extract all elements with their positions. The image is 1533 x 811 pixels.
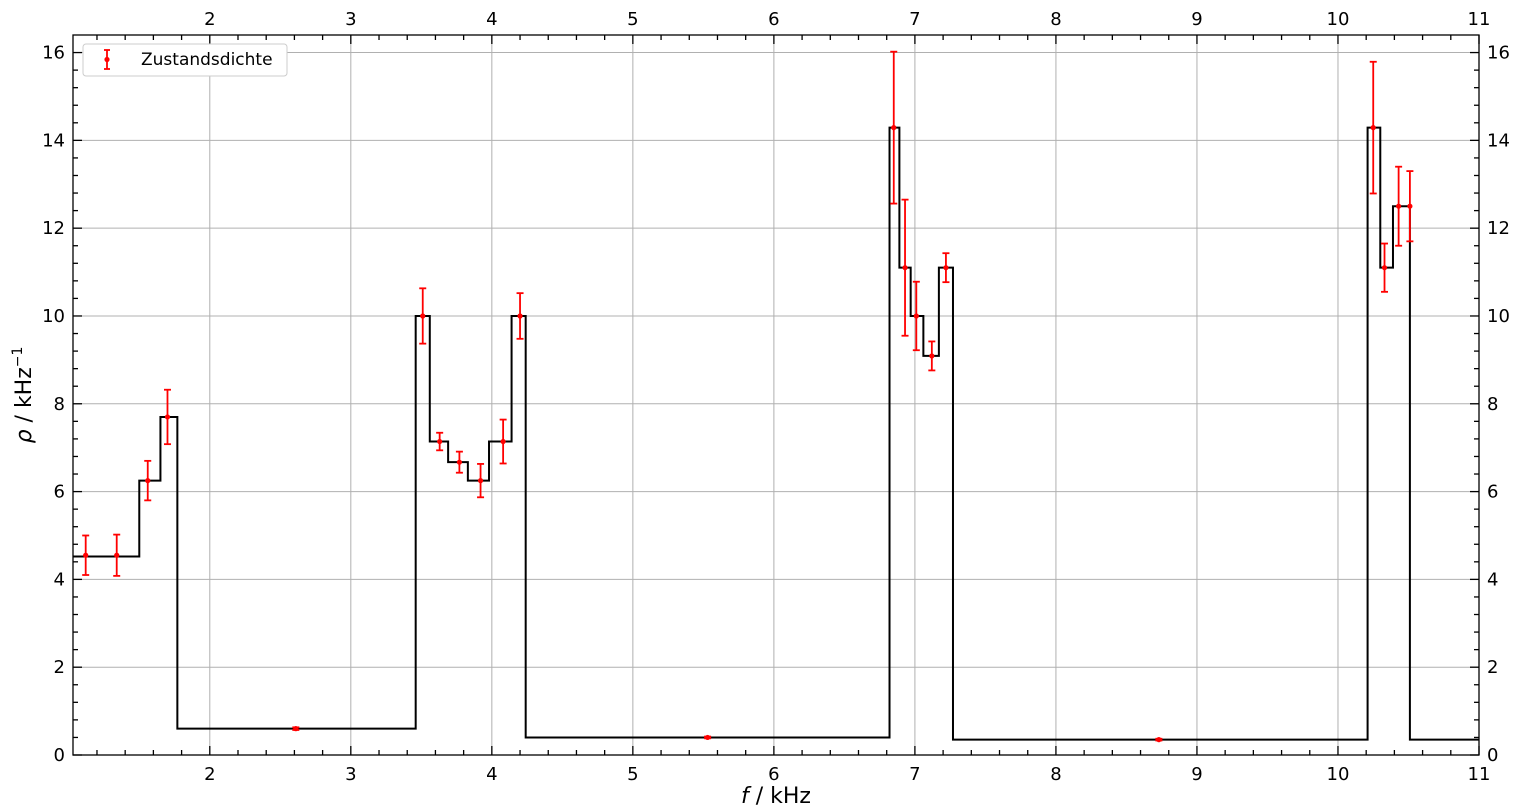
data-marker bbox=[1381, 265, 1388, 271]
grid-lines bbox=[73, 35, 1479, 755]
data-point bbox=[912, 280, 920, 352]
histogram-step-line bbox=[73, 126, 1479, 741]
y-tick-label: 16 bbox=[42, 43, 65, 64]
data-marker bbox=[1156, 737, 1162, 743]
x-tick-label: 2 bbox=[204, 764, 215, 785]
y-tick-label-right: 16 bbox=[1487, 43, 1510, 64]
x-tick-label: 3 bbox=[345, 764, 356, 785]
data-point bbox=[113, 533, 121, 577]
y-tick-label-right: 8 bbox=[1487, 394, 1498, 415]
y-tick-label: 8 bbox=[54, 394, 65, 415]
x-axis-label: f / kHz bbox=[741, 784, 811, 809]
data-point bbox=[1381, 242, 1389, 293]
data-point bbox=[942, 252, 950, 284]
y-tick-label: 2 bbox=[54, 657, 65, 678]
data-point bbox=[499, 418, 507, 465]
data-point bbox=[890, 50, 898, 205]
data-point bbox=[455, 450, 463, 474]
data-marker bbox=[902, 265, 908, 271]
y-tick-label: 4 bbox=[54, 569, 65, 590]
x-tick-label: 4 bbox=[486, 764, 497, 785]
y-tick-label-right: 12 bbox=[1487, 218, 1510, 239]
y-axis-label: ρ / kHz−1 bbox=[10, 347, 37, 444]
x-tick-label-top: 9 bbox=[1191, 9, 1202, 30]
data-point bbox=[516, 292, 524, 340]
data-marker bbox=[293, 726, 299, 732]
y-tick-label-right: 0 bbox=[1487, 745, 1498, 766]
data-marker bbox=[500, 438, 506, 445]
y-tick-label: 14 bbox=[42, 130, 65, 151]
data-point bbox=[436, 431, 444, 452]
x-tick-label: 6 bbox=[768, 764, 779, 785]
x-tick-label-top: 8 bbox=[1050, 9, 1061, 30]
data-marker bbox=[477, 478, 484, 484]
data-point bbox=[477, 463, 485, 499]
y-tick-label-right: 4 bbox=[1487, 569, 1498, 590]
plot-frame bbox=[72, 34, 1480, 756]
y-tick-label: 0 bbox=[54, 745, 65, 766]
data-point bbox=[1155, 737, 1163, 743]
x-tick-label: 8 bbox=[1050, 764, 1061, 785]
x-tick-label: 11 bbox=[1468, 764, 1491, 785]
data-marker bbox=[83, 552, 89, 558]
y-tick-label: 12 bbox=[42, 218, 65, 239]
y-tick-label-right: 2 bbox=[1487, 657, 1498, 678]
y-tick-label: 6 bbox=[54, 482, 65, 503]
data-point bbox=[292, 726, 300, 732]
legend-errorbar-icon bbox=[104, 49, 110, 70]
x-tick-label-top: 4 bbox=[486, 9, 497, 30]
data-marker bbox=[705, 734, 711, 741]
x-tick-label-top: 3 bbox=[345, 9, 356, 30]
data-marker bbox=[517, 313, 523, 319]
data-marker bbox=[1407, 203, 1413, 209]
data-point bbox=[1395, 165, 1403, 247]
y-tick-label-right: 10 bbox=[1487, 306, 1510, 327]
data-point bbox=[704, 734, 712, 741]
data-marker bbox=[164, 414, 171, 420]
x-tick-label-top: 7 bbox=[909, 9, 920, 30]
data-marker bbox=[1396, 203, 1402, 209]
data-point bbox=[163, 388, 171, 446]
data-point bbox=[144, 459, 152, 502]
y-tick-label: 10 bbox=[42, 306, 65, 327]
x-tick-label: 7 bbox=[909, 764, 920, 785]
data-marker bbox=[1370, 125, 1376, 131]
data-point bbox=[419, 287, 427, 345]
x-tick-label: 10 bbox=[1327, 764, 1350, 785]
legend: Zustandsdichte bbox=[82, 43, 288, 77]
data-marker bbox=[114, 552, 120, 558]
data-marker bbox=[420, 313, 426, 319]
error-bars bbox=[82, 50, 1414, 743]
data-marker bbox=[437, 438, 443, 445]
data-marker bbox=[913, 313, 919, 319]
x-tick-label: 5 bbox=[627, 764, 638, 785]
data-point bbox=[82, 534, 90, 576]
data-point bbox=[928, 340, 936, 372]
data-point bbox=[901, 198, 909, 337]
histogram-steps bbox=[73, 126, 1479, 741]
x-tick-label-top: 11 bbox=[1468, 9, 1491, 30]
data-marker bbox=[943, 265, 949, 271]
data-marker bbox=[145, 478, 151, 484]
data-marker bbox=[891, 125, 897, 131]
x-tick-label-top: 6 bbox=[768, 9, 779, 30]
data-marker bbox=[456, 459, 463, 465]
x-tick-label-top: 10 bbox=[1327, 9, 1350, 30]
data-marker bbox=[929, 353, 935, 359]
data-point bbox=[1369, 60, 1377, 195]
x-tick-label-top: 2 bbox=[204, 9, 215, 30]
x-tick-label-top: 5 bbox=[627, 9, 638, 30]
y-tick-label-right: 6 bbox=[1487, 482, 1498, 503]
x-tick-label: 9 bbox=[1191, 764, 1202, 785]
y-tick-label-right: 14 bbox=[1487, 130, 1510, 151]
legend-box bbox=[82, 43, 288, 77]
legend-label: Zustandsdichte bbox=[141, 50, 273, 70]
data-point bbox=[1406, 170, 1414, 243]
